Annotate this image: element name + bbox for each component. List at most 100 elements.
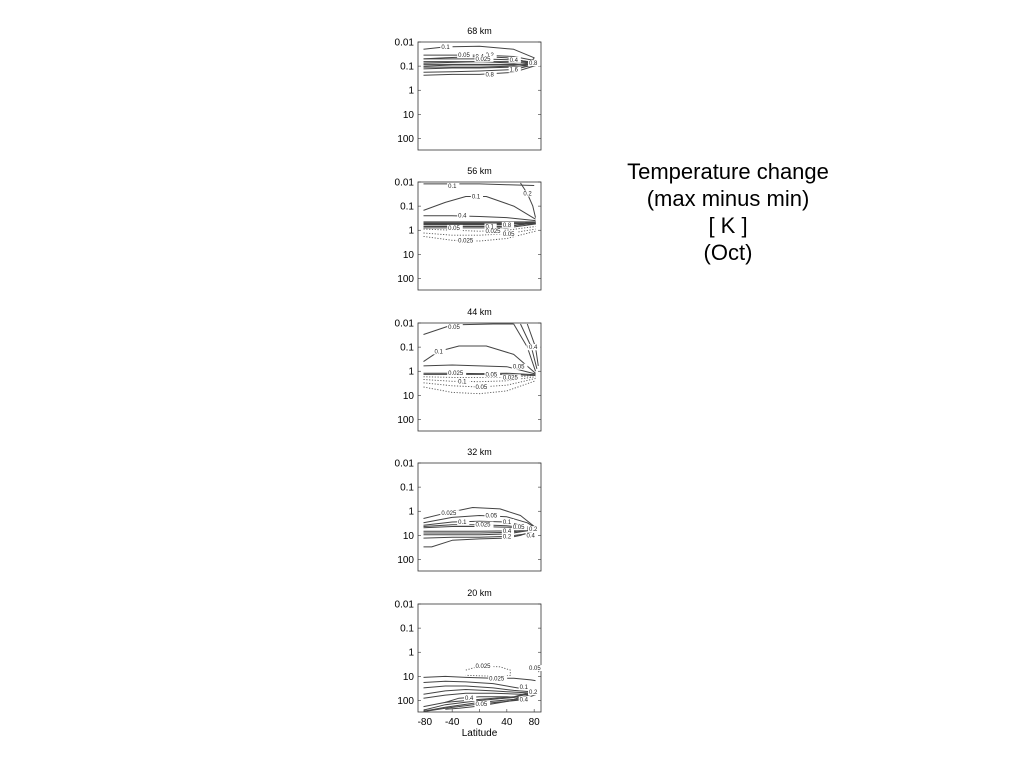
contour-label: 0.025 (448, 371, 464, 377)
y-tick-label: 0.01 (395, 38, 415, 49)
contour-label-bg (501, 221, 515, 228)
contour-line (423, 689, 536, 712)
contour-label-bg (484, 228, 504, 235)
contour-label-bg (518, 684, 531, 691)
y-tick-label: 10 (403, 672, 415, 683)
contour-label: 0.4 (503, 529, 512, 535)
panel-2: 56 km 0.01 0.1 1 10 100 0.1 0.1 0.2 0.4 0.8 0.1 0.05… (395, 166, 542, 291)
contour-label-bg (518, 696, 531, 703)
contour-label: 0.05 (476, 385, 488, 391)
contour-label: 1.6 (510, 68, 519, 74)
contour-label: 0.025 (476, 523, 492, 529)
contour-label: 0.1 (520, 685, 529, 691)
contour-label: 0.1 (458, 520, 467, 526)
contour-label-bg (457, 519, 470, 526)
contour-label: 0.4 (520, 697, 529, 703)
contour-label: 0.1 (448, 184, 457, 190)
contour-label-bg (457, 52, 473, 59)
y-tick-label: 0.1 (400, 62, 414, 73)
contour-label: 0.025 (503, 375, 519, 381)
panel-title: 20 km (467, 588, 492, 598)
panel-title: 44 km (467, 307, 492, 317)
contour-line (423, 215, 536, 222)
contour-label-bg (457, 237, 477, 244)
contour-label-bg (474, 701, 491, 708)
contour-label: 0.4 (465, 696, 474, 702)
y-tick-label: 10 (403, 531, 415, 542)
y-tick-label: 0.1 (400, 343, 414, 354)
contour-line (423, 183, 535, 186)
contour-label: 0.025 (486, 229, 502, 235)
y-tick-label: 100 (397, 134, 414, 145)
y-tick-label: 1 (408, 648, 414, 659)
contour-label-bg (484, 371, 501, 378)
contour-label-bg (501, 519, 515, 526)
contour-label: 0.05 (529, 666, 541, 672)
contour-label: 0.2 (503, 534, 512, 540)
contour-label: 0.8 (529, 61, 538, 67)
contour-label: 0.025 (476, 57, 492, 63)
contour-label: 0.05 (476, 702, 488, 708)
contour-label-bg (484, 512, 501, 519)
contour-label: 0.2 (529, 690, 538, 696)
contour-label: 0.4 (510, 58, 519, 64)
x-tick-label: 80 (529, 717, 541, 728)
caption-line-2: (max minus min) (646, 186, 810, 211)
contour-label: 0.4 (458, 214, 467, 220)
contour-line (423, 323, 514, 335)
contour-label-bg (474, 521, 494, 528)
y-tick-label: 0.1 (400, 202, 414, 213)
contour-label-bg (528, 689, 541, 696)
contour-label: 0.4 (527, 533, 536, 539)
caption-line-4: (Oct) (703, 240, 753, 265)
contour-label-bg (511, 363, 528, 370)
x-tick-label: 0 (477, 717, 483, 728)
x-tick-label: 40 (501, 717, 513, 728)
panel-frame (417, 462, 542, 572)
contour-label-bg (474, 55, 494, 62)
contour-line-negative (423, 380, 536, 395)
contour-label-bg (484, 52, 497, 59)
contour-line-negative (423, 226, 536, 232)
contour-label: 0.1 (435, 349, 444, 355)
caption-line-3: [ K ] (708, 213, 748, 238)
contour-label: 0.025 (441, 511, 457, 517)
contour-label-bg (440, 510, 460, 517)
y-tick-label: 100 (397, 274, 414, 285)
contour-line (423, 221, 536, 226)
contour-label: 0.025 (476, 664, 492, 670)
y-tick-label: 0.01 (395, 600, 415, 611)
contour-label-bg (464, 695, 477, 702)
y-tick-label: 100 (397, 555, 414, 566)
contour-line (520, 182, 536, 218)
contour-label: 0.8 (503, 223, 512, 229)
contour-label: 0.1 (472, 195, 481, 201)
contour-label-bg (528, 344, 541, 351)
contour-label: 0.2 (529, 527, 538, 533)
contour-label-bg (501, 230, 518, 237)
contour-label: 0.1 (486, 225, 495, 231)
contour-label: 0.1 (441, 45, 450, 51)
contour-label-bg (501, 374, 521, 381)
panel-frame (417, 181, 542, 291)
contour-label-bg (470, 193, 484, 200)
contour-label: 0.4 (529, 345, 538, 351)
y-tick-label: 1 (408, 507, 414, 518)
contour-label: 0.1 (458, 379, 467, 385)
y-tick-label: 10 (403, 110, 415, 121)
contour-line (423, 372, 536, 376)
contour-label: 0.05 (503, 232, 515, 238)
contour-label-bg (457, 212, 470, 219)
y-tick-label: 0.1 (400, 624, 414, 635)
x-tick-label: -40 (445, 717, 460, 728)
contour-label-bg (433, 348, 446, 355)
contour-label-bg (447, 224, 463, 231)
y-tick-label: 0.01 (395, 319, 415, 330)
y-tick-label: 0.1 (400, 483, 414, 494)
y-tick-label: 10 (403, 250, 415, 261)
panel-3: 44 km0.010.11101000.050.10.20.40.10.050.… (395, 307, 542, 432)
contour-label-bg (522, 190, 535, 197)
figure-caption: Temperature change (max minus min) [ K ]… (588, 158, 868, 266)
